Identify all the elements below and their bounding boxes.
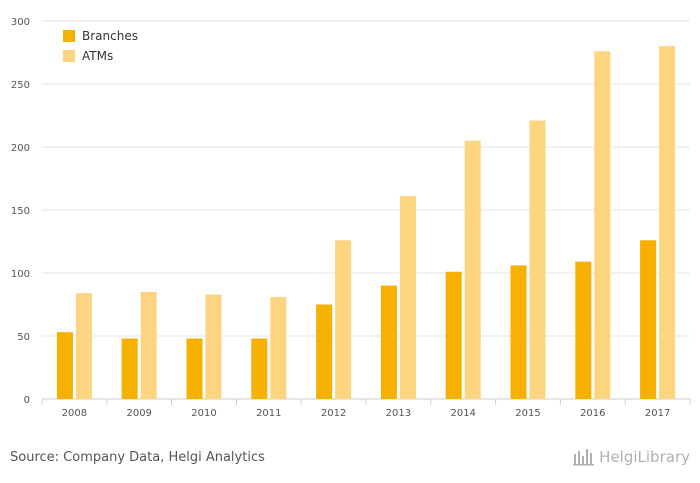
legend: Branches ATMs xyxy=(63,29,138,63)
bars xyxy=(56,46,676,400)
bar-branches-2008[interactable] xyxy=(56,332,73,399)
x-tick-label: 2008 xyxy=(62,408,87,419)
bar-atms-2017[interactable] xyxy=(659,46,676,399)
bar-atms-2014[interactable] xyxy=(464,140,481,399)
x-tick-label: 2010 xyxy=(191,408,216,419)
helgi-logo-icon xyxy=(573,449,595,466)
gridlines xyxy=(42,20,690,400)
bar-atms-2016[interactable] xyxy=(594,51,611,400)
bar-atms-2015[interactable] xyxy=(529,120,546,399)
bar-branches-2014[interactable] xyxy=(445,271,462,399)
legend-swatch-branches xyxy=(63,30,75,42)
bar-branches-2009[interactable] xyxy=(121,338,138,399)
bar-atms-2010[interactable] xyxy=(205,294,222,399)
bar-branches-2011[interactable] xyxy=(251,338,268,399)
x-tick-label: 2011 xyxy=(256,408,281,419)
y-tick-label: 300 xyxy=(11,17,30,28)
legend-label-branches[interactable]: Branches xyxy=(82,29,138,43)
x-tick-label: 2017 xyxy=(645,408,670,419)
bar-branches-2013[interactable] xyxy=(380,285,397,399)
x-tick-label: 2009 xyxy=(126,408,151,419)
source-note: Source: Company Data, Helgi Analytics xyxy=(10,450,265,465)
y-tick-label: 250 xyxy=(11,80,30,91)
bar-atms-2011[interactable] xyxy=(270,296,287,399)
y-tick-label: 100 xyxy=(11,269,30,280)
x-tick-label: 2014 xyxy=(450,408,475,419)
x-tick-label: 2015 xyxy=(515,408,540,419)
bar-atms-2013[interactable] xyxy=(399,196,416,399)
bar-branches-2015[interactable] xyxy=(510,265,527,399)
x-tick-label: 2016 xyxy=(580,408,605,419)
y-tick-label: 150 xyxy=(11,206,30,217)
bar-branches-2017[interactable] xyxy=(640,240,657,399)
legend-swatch-atms xyxy=(63,50,75,62)
bar-branches-2016[interactable] xyxy=(575,261,592,399)
legend-label-atms[interactable]: ATMs xyxy=(82,49,113,63)
x-tick-label: 2012 xyxy=(321,408,346,419)
bar-atms-2012[interactable] xyxy=(335,240,352,399)
y-axis: 0 50 100 150 200 250 300 xyxy=(11,17,30,406)
bar-atms-2009[interactable] xyxy=(140,291,157,399)
x-axis: 2008 2009 2010 2011 2012 2013 2014 2015 2016 2017 xyxy=(41,399,691,419)
y-tick-label: 0 xyxy=(24,395,30,406)
logo-text: HelgiLibrary xyxy=(599,448,690,466)
x-tick-label: 2013 xyxy=(386,408,411,419)
helgi-library-logo: HelgiLibrary xyxy=(573,448,690,466)
bar-atms-2008[interactable] xyxy=(75,293,92,399)
y-tick-label: 50 xyxy=(17,332,30,343)
bar-branches-2010[interactable] xyxy=(186,338,203,399)
y-tick-label: 200 xyxy=(11,143,30,154)
bar-branches-2012[interactable] xyxy=(316,304,333,400)
